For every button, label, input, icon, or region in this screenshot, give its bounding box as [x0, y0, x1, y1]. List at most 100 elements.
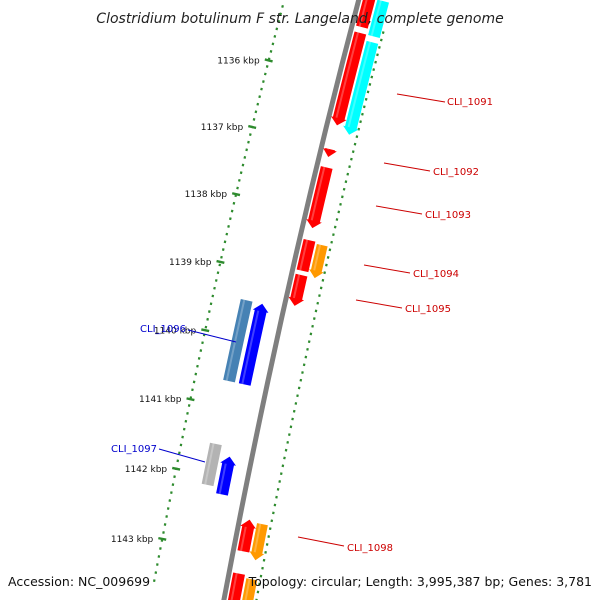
- inner-guide-dot: [225, 232, 229, 236]
- inner-guide-dot: [262, 80, 265, 83]
- kbp-tick-mark: [264, 58, 273, 63]
- inner-guide-dot: [269, 49, 273, 53]
- gene-feature-orange: [249, 523, 268, 561]
- outer-guide-dot: [326, 256, 330, 259]
- outer-guide-dot: [366, 90, 370, 94]
- inner-guide-dot: [265, 65, 269, 68]
- inner-guide-dot: [281, 4, 284, 8]
- outer-guide-dot: [307, 340, 311, 344]
- gene-label[interactable]: CLI_1092: [433, 167, 479, 178]
- gene-label-leaders: CLI_1091 CLI_1092 CLI_1093 CLI_1094 CLI_1095…: [111, 93, 493, 554]
- outer-guide-dot: [362, 105, 366, 109]
- kbp-tick-label: 1141 kbp: [139, 395, 182, 405]
- inner-guide-dot: [206, 317, 209, 321]
- inner-guide-dot: [273, 34, 277, 38]
- gene-label[interactable]: CLI_1096: [140, 324, 186, 335]
- gene-feature-red-highlight: [240, 526, 247, 552]
- gene-feature-cyan-highlight: [370, 0, 382, 37]
- gene-label[interactable]: CLI_1091: [447, 97, 493, 108]
- inner-guide-dot: [220, 255, 223, 259]
- inner-guide-dot: [248, 133, 252, 137]
- inner-guide-dot: [239, 171, 243, 175]
- kbp-tick-mark: [186, 397, 195, 402]
- gene-feature-cyan: [368, 0, 390, 39]
- outer-guide-dot: [342, 187, 346, 191]
- kbp-tick-mark: [201, 328, 210, 333]
- kbp-tick-label: 1142 kbp: [125, 465, 168, 475]
- gene-feature-red: [306, 166, 333, 229]
- kbp-tick-label: 1143 kbp: [111, 535, 154, 545]
- inner-guide-dot: [277, 19, 281, 23]
- outer-guide-dot: [374, 60, 377, 64]
- gene-feature-red: [331, 31, 367, 126]
- gene-label[interactable]: CLI_1095: [405, 304, 451, 315]
- outer-guide-dot: [370, 75, 374, 79]
- outer-guide-dot: [339, 202, 342, 206]
- outer-guide-dot: [321, 278, 325, 282]
- outer-guide-dot: [306, 347, 309, 351]
- inner-guide-dot: [254, 110, 258, 114]
- tick-guide-dots: [152, 4, 385, 600]
- gene-feature-steelblue: [223, 298, 253, 383]
- inner-guide-dot: [213, 286, 216, 290]
- gene-feature-red-highlight: [335, 32, 360, 118]
- gene-label-leader: [375, 205, 423, 215]
- topology-label: Topology: circular; Length: 3,995,387 bp…: [248, 574, 592, 589]
- outer-guide-dot: [368, 83, 372, 86]
- inner-guide-dot: [271, 42, 275, 46]
- inner-guide-dot: [208, 310, 211, 313]
- gene-feature-orange-highlight: [313, 244, 322, 271]
- accession-label: Accession: NC_009699: [8, 574, 150, 589]
- gene-feature-orange-highlight: [244, 578, 251, 600]
- outer-guide-dot: [353, 142, 357, 146]
- gene-label[interactable]: CLI_1093: [425, 210, 471, 221]
- gene-label-leader: [187, 329, 237, 343]
- outer-guide-dot: [378, 45, 381, 49]
- gene-feature-red: [296, 238, 316, 273]
- outer-guide-dot: [309, 332, 313, 336]
- outer-guide-dot: [350, 157, 353, 161]
- inner-guide-dot: [230, 209, 234, 213]
- gene-feature-blue: [216, 456, 236, 496]
- gene-feature-red-highlight: [292, 274, 301, 299]
- inner-guide-dot: [227, 224, 230, 228]
- inner-guide-dot: [247, 140, 250, 144]
- gene-feature-blue-highlight: [241, 310, 260, 385]
- gene-feature-blue: [238, 303, 269, 386]
- outer-guide-dot: [323, 271, 326, 275]
- kbp-tick-mark: [216, 259, 225, 264]
- outer-guide-dot: [357, 127, 361, 131]
- outer-guide-dot: [319, 286, 323, 290]
- inner-guide-dot: [221, 248, 225, 251]
- gene-feature-orange: [309, 243, 328, 279]
- inner-guide-dot: [201, 341, 204, 345]
- gene-label-leader: [158, 448, 206, 463]
- inner-guide-dot: [229, 217, 232, 221]
- outer-guide-dot: [359, 120, 362, 124]
- inner-guide-dot: [216, 271, 220, 275]
- outer-guide-dot: [379, 38, 383, 42]
- outer-guide-dot: [328, 248, 332, 252]
- outer-guide-dot: [312, 317, 316, 321]
- outer-guide-dot: [302, 363, 306, 367]
- kbp-tick-mark: [171, 466, 181, 471]
- inner-guide-dot: [263, 72, 267, 76]
- outer-guide-dot: [333, 225, 337, 229]
- gene-label[interactable]: CLI_1097: [111, 444, 157, 455]
- kbp-tick-mark: [248, 124, 257, 130]
- outer-guide-dot: [355, 135, 359, 139]
- genome-backbone: [221, 0, 362, 600]
- gene-feature-red: [356, 0, 376, 29]
- outer-guide-dot: [346, 172, 350, 176]
- inner-guide-dot: [211, 294, 215, 298]
- outer-guide-dot: [335, 218, 339, 221]
- outer-guide-dot: [314, 309, 318, 313]
- gene-label[interactable]: CLI_1094: [413, 269, 459, 280]
- gene-feature-red: [237, 519, 256, 553]
- outer-guide-dot: [376, 53, 379, 57]
- gene-feature-gray-highlight: [204, 443, 215, 485]
- gene-feature-red: [288, 273, 308, 306]
- gene-feature-cyan-highlight: [347, 41, 372, 128]
- gene-label[interactable]: CLI_1098: [347, 543, 393, 554]
